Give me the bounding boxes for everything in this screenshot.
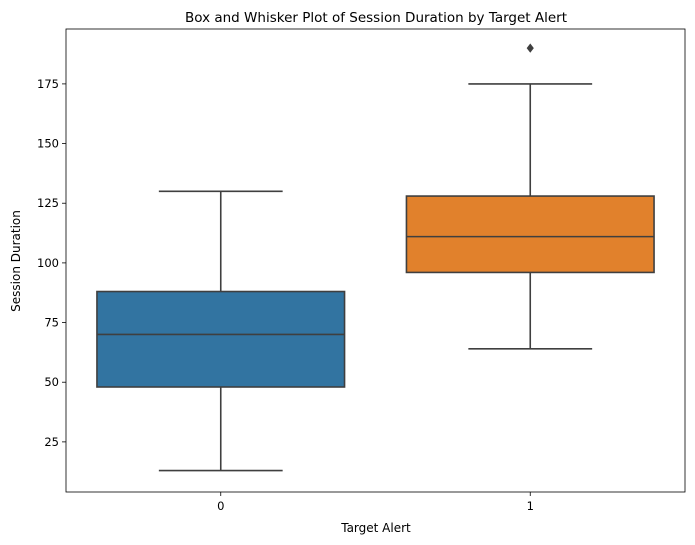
outlier-1-0 [526, 43, 534, 53]
y-tick-label: 175 [37, 77, 59, 91]
plot-area [96, 43, 655, 472]
y-tick-label: 25 [44, 435, 59, 449]
x-tick-label: 0 [217, 499, 224, 513]
x-axis-label: Target Alert [340, 521, 411, 535]
y-tick-label: 150 [37, 137, 59, 151]
chart-title: Box and Whisker Plot of Session Duration… [185, 10, 567, 26]
y-tick-label: 100 [37, 256, 59, 270]
y-tick-label: 125 [37, 196, 59, 210]
box-1 [405, 195, 655, 274]
y-tick-label: 75 [44, 316, 59, 330]
axes: 25 50 75 100 125 150 175 0 1 [37, 77, 534, 513]
y-axis-label: Session Duration [9, 210, 23, 312]
y-tick-label: 50 [44, 375, 59, 389]
x-tick-label: 1 [527, 499, 534, 513]
plot-frame [65, 28, 686, 493]
box-0 [96, 290, 346, 388]
